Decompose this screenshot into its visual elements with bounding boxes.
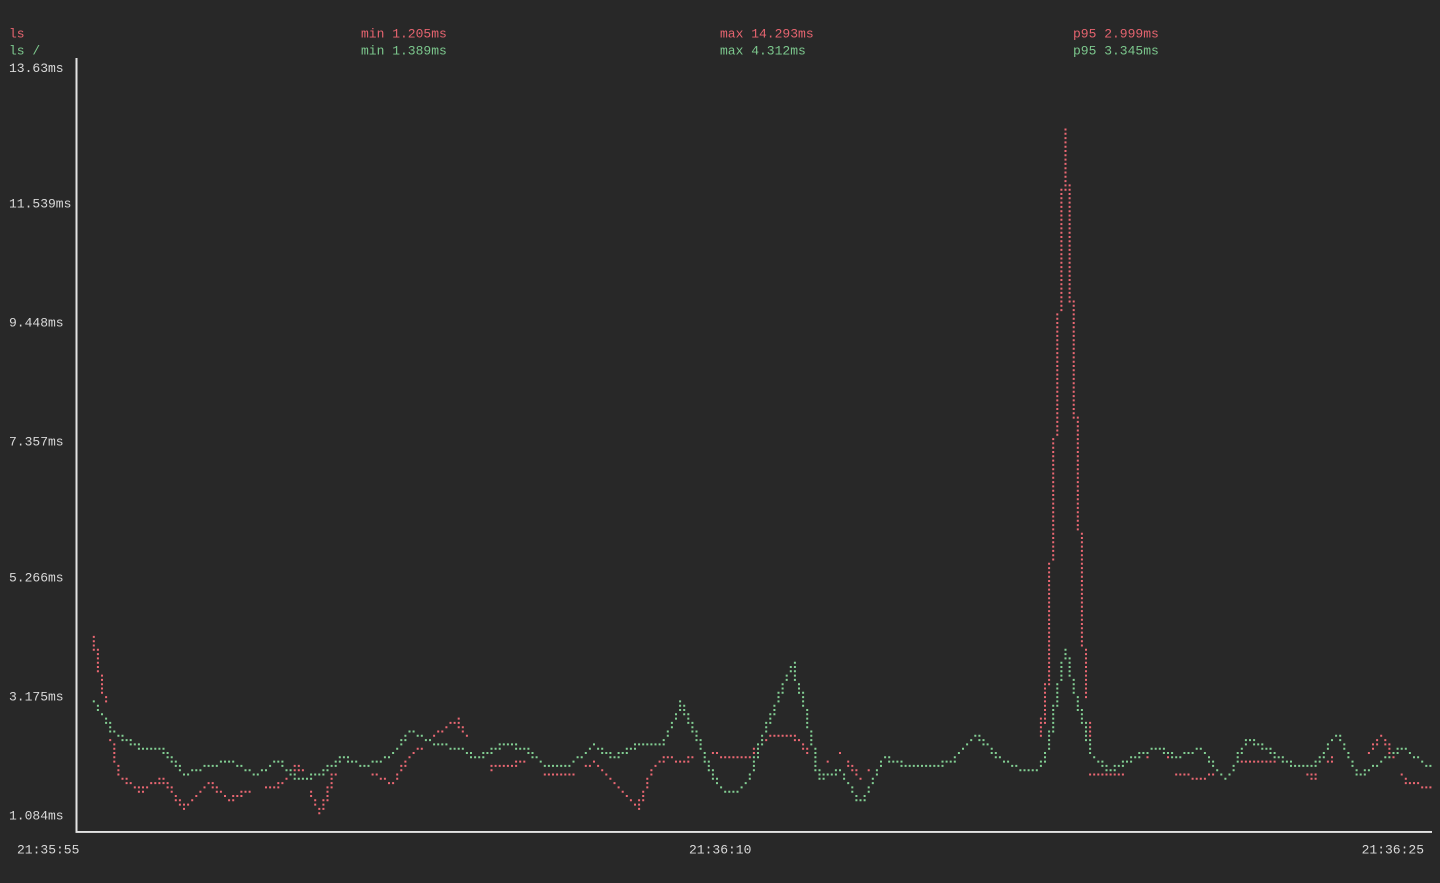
svg-text:1.084ms: 1.084ms <box>9 809 64 824</box>
svg-text:max 4.312ms: max 4.312ms <box>720 44 806 59</box>
svg-text:ls /: ls / <box>9 44 40 59</box>
svg-text:7.357ms: 7.357ms <box>9 435 64 450</box>
svg-text:9.448ms: 9.448ms <box>9 316 64 331</box>
svg-text:ls: ls <box>9 27 25 42</box>
svg-text:5.266ms: 5.266ms <box>9 571 64 586</box>
svg-text:3.175ms: 3.175ms <box>9 690 64 705</box>
svg-text:11.539ms: 11.539ms <box>9 197 71 212</box>
svg-text:13.63ms: 13.63ms <box>9 61 64 76</box>
svg-text:p95 3.345ms: p95 3.345ms <box>1073 44 1159 59</box>
svg-text:max 14.293ms: max 14.293ms <box>720 27 814 42</box>
svg-text:min 1.389ms: min 1.389ms <box>361 44 447 59</box>
svg-text:min 1.205ms: min 1.205ms <box>361 27 447 42</box>
svg-text:21:36:25: 21:36:25 <box>1362 843 1424 858</box>
svg-text:p95 2.999ms: p95 2.999ms <box>1073 27 1159 42</box>
svg-text:21:36:10: 21:36:10 <box>689 843 751 858</box>
svg-text:21:35:55: 21:35:55 <box>17 843 79 858</box>
